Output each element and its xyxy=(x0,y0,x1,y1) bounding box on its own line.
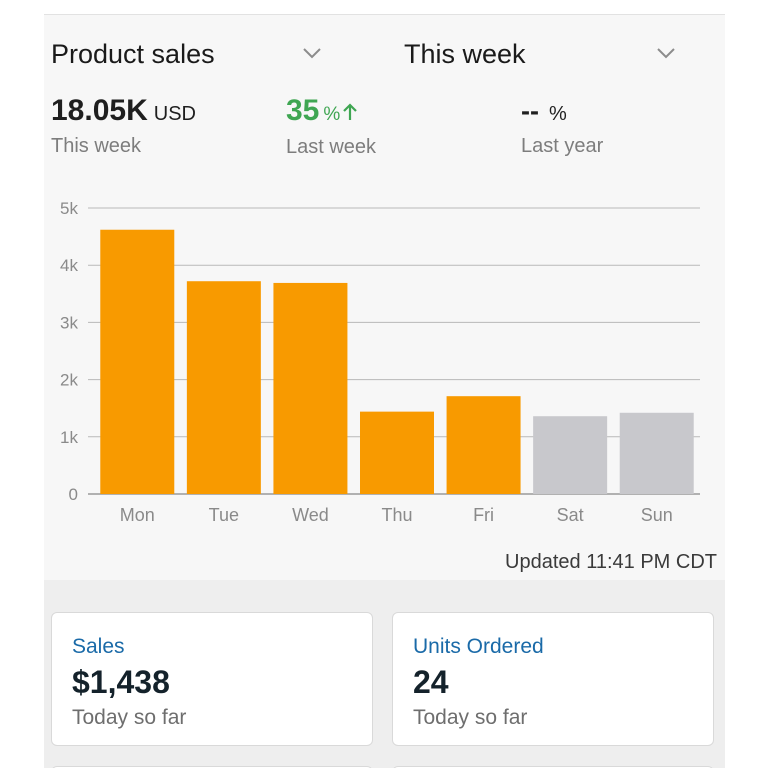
x-tick-label: Tue xyxy=(209,505,239,525)
metric-yoy-value: -- xyxy=(521,96,539,126)
units-ordered-card[interactable]: Units Ordered 24 Today so far xyxy=(392,612,714,746)
metric-total-caption: This week xyxy=(51,135,142,157)
bar-fri[interactable] xyxy=(446,396,521,494)
sales-card[interactable]: Sales $1,438 Today so far xyxy=(51,612,373,746)
units-card-value: 24 xyxy=(413,664,449,700)
chevron-down-icon xyxy=(303,48,321,59)
metric-change-value-row: 35% xyxy=(286,94,376,132)
metric-change-unit: % xyxy=(323,104,341,125)
bar-wed[interactable] xyxy=(273,282,348,494)
metric-change-value: 35 xyxy=(286,94,320,127)
bar-sun[interactable] xyxy=(619,412,694,494)
y-tick-label: 3k xyxy=(60,313,78,332)
bar-sat[interactable] xyxy=(533,416,608,494)
period-dropdown-label: This week xyxy=(404,38,526,69)
metric-dropdown-label: Product sales xyxy=(51,38,215,69)
metric-total: 18.05K USD This week xyxy=(51,94,196,158)
metric-change-caption: Last week xyxy=(286,136,377,158)
divider xyxy=(44,14,725,15)
x-tick-label: Fri xyxy=(473,505,494,525)
metric-yoy-unit: % xyxy=(548,103,567,125)
bar-thu[interactable] xyxy=(360,411,434,494)
metric-change: 35% Last week xyxy=(286,94,376,159)
sales-card-value: $1,438 xyxy=(72,664,170,700)
metric-yoy-value-row: --% xyxy=(521,94,603,131)
metric-yoy: --% Last year xyxy=(521,94,603,158)
units-card-title: Units Ordered xyxy=(413,635,544,658)
daily-sales-chart: 0 1k 2k 3k 4k 5k Mon Tue Wed Thu Fri Sat Sun xyxy=(44,194,725,534)
sales-card-title: Sales xyxy=(72,635,125,658)
sales-dashboard-panel: Product sales This week 18.05K USD This w… xyxy=(44,14,725,768)
sales-card-caption: Today so far xyxy=(72,706,187,729)
metric-total-unit: USD xyxy=(153,103,196,125)
y-tick-label: 4k xyxy=(60,256,78,275)
x-tick-label: Wed xyxy=(292,505,329,525)
x-tick-label: Sat xyxy=(557,505,584,525)
y-tick-label: 1k xyxy=(60,428,78,447)
chevron-down-icon xyxy=(657,48,675,59)
x-tick-label: Sun xyxy=(641,505,673,525)
x-tick-label: Thu xyxy=(381,505,412,525)
today-cards-section: Sales $1,438 Today so far Units Ordered … xyxy=(44,580,725,768)
x-tick-label: Mon xyxy=(120,505,155,525)
bar-mon[interactable] xyxy=(100,229,175,494)
units-card-caption: Today so far xyxy=(413,706,528,729)
period-dropdown[interactable]: This week xyxy=(404,36,694,72)
metric-yoy-caption: Last year xyxy=(521,135,604,157)
metric-dropdown[interactable]: Product sales xyxy=(51,36,341,72)
metric-total-value: 18.05K xyxy=(51,94,148,127)
bar-tue[interactable] xyxy=(186,281,261,494)
arrow-up-icon xyxy=(343,103,358,120)
y-tick-label: 5k xyxy=(60,199,78,218)
bar-chart: 0 1k 2k 3k 4k 5k Mon Tue Wed Thu Fri Sat Sun xyxy=(60,199,700,525)
y-tick-label: 2k xyxy=(60,371,78,390)
metric-total-value-row: 18.05K USD xyxy=(51,94,196,131)
y-tick-label: 0 xyxy=(69,485,78,504)
updated-timestamp: Updated 11:41 PM CDT xyxy=(505,551,717,573)
